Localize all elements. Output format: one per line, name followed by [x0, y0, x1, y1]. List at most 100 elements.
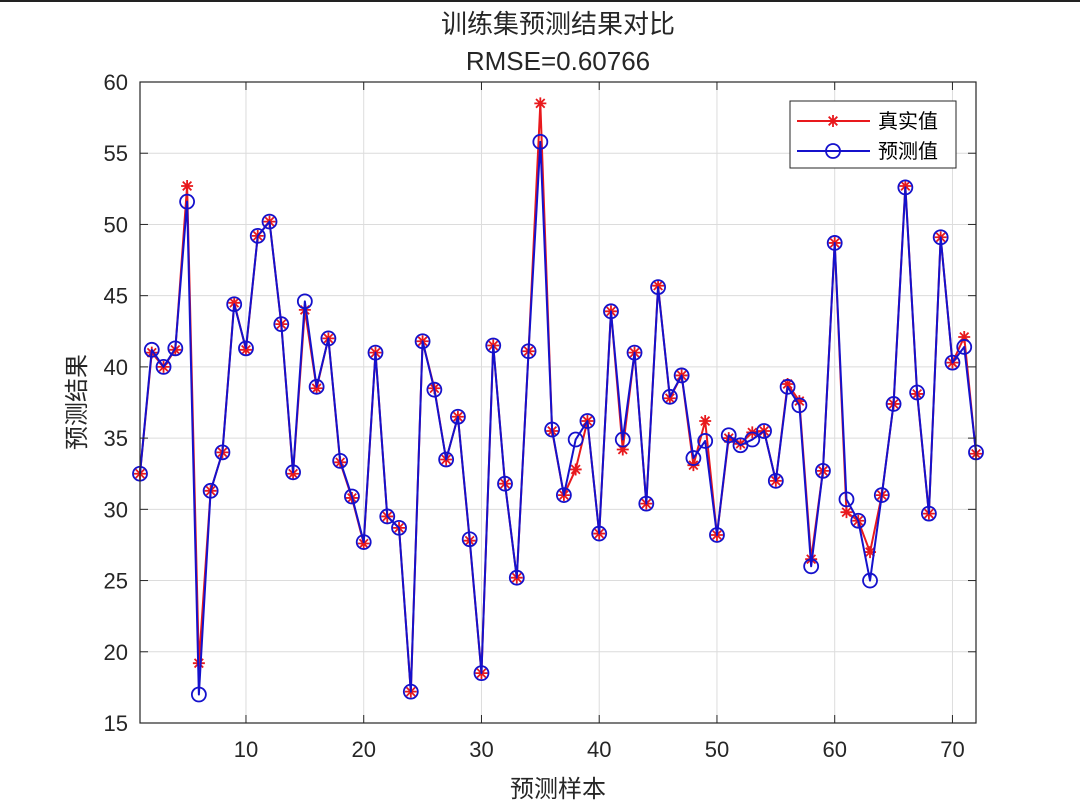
series-1 — [132, 133, 984, 703]
data-point-predicted-50 — [709, 527, 725, 543]
y-tick-label-0: 15 — [104, 711, 128, 736]
data-point-predicted-62 — [850, 512, 867, 529]
data-point-actual-10 — [239, 343, 252, 356]
data-point-predicted-3 — [155, 358, 172, 375]
y-tick-label-3: 30 — [104, 497, 128, 522]
data-point-predicted-31 — [485, 337, 502, 354]
data-point-predicted-27 — [438, 451, 455, 468]
data-point-predicted-44 — [638, 495, 655, 512]
data-point-predicted-60 — [826, 235, 843, 251]
data-point-predicted-21 — [367, 344, 384, 361]
data-point-actual-16 — [310, 382, 323, 395]
x-tick-label-0: 10 — [234, 737, 258, 762]
data-point-predicted-43 — [626, 344, 643, 361]
y-tick-label-2: 25 — [104, 569, 128, 594]
data-point-actual-63 — [864, 546, 877, 559]
data-point-predicted-41 — [603, 303, 619, 320]
data-point-predicted-70 — [944, 354, 961, 371]
y-tick-label-4: 35 — [104, 426, 128, 451]
data-point-predicted-47 — [673, 367, 690, 384]
x-tick-label-2: 30 — [469, 737, 493, 762]
x-tick-label-6: 70 — [940, 737, 964, 762]
data-point-actual-49 — [699, 415, 712, 428]
data-point-predicted-8 — [214, 444, 231, 461]
data-point-predicted-48 — [685, 450, 702, 466]
data-point-actual-14 — [287, 467, 300, 480]
data-point-predicted-34 — [520, 343, 537, 360]
data-point-predicted-5 — [179, 193, 195, 210]
data-point-predicted-23 — [391, 519, 407, 536]
data-point-actual-56 — [781, 377, 794, 390]
data-point-predicted-56 — [779, 378, 796, 395]
legend-circle-marker — [825, 143, 841, 159]
data-point-predicted-15 — [296, 293, 313, 310]
legend-marker-predicted — [825, 143, 841, 159]
data-point-predicted-9 — [226, 296, 243, 313]
data-point-predicted-49 — [697, 433, 714, 449]
data-point-predicted-68 — [921, 505, 937, 522]
data-point-actual-38 — [569, 463, 582, 476]
y-tick-label-8: 55 — [104, 141, 128, 166]
data-point-predicted-33 — [508, 569, 525, 586]
data-point-actual-5 — [181, 179, 194, 192]
data-point-predicted-13 — [273, 316, 290, 333]
data-point-predicted-20 — [355, 534, 372, 550]
legend-asterisk-marker — [827, 115, 839, 127]
data-point-predicted-26 — [426, 381, 443, 398]
data-point-predicted-37 — [555, 487, 572, 503]
data-point-predicted-57 — [791, 397, 808, 414]
y-tick-label-7: 50 — [104, 212, 128, 237]
data-point-predicted-42 — [614, 431, 631, 448]
legend-label-actual: 真实值 — [878, 109, 938, 133]
data-point-predicted-2 — [143, 341, 160, 358]
data-point-predicted-65 — [885, 396, 902, 412]
data-point-predicted-29 — [461, 531, 478, 548]
data-point-actual-46 — [663, 392, 676, 405]
data-point-predicted-35 — [532, 133, 549, 150]
series-line-1 — [139, 140, 977, 696]
data-point-predicted-18 — [332, 453, 349, 469]
legend-box — [789, 100, 957, 169]
y-tick-label-9: 60 — [104, 70, 128, 95]
x-tick-label-5: 60 — [822, 737, 846, 762]
chart-title: 训练集预测结果对比 — [441, 9, 675, 39]
data-point-predicted-16 — [308, 378, 325, 395]
x-tick-label-4: 50 — [705, 737, 729, 762]
data-point-actual-66 — [899, 179, 912, 192]
data-point-predicted-69 — [932, 229, 949, 246]
data-point-predicted-51 — [720, 427, 737, 444]
plot-area — [140, 82, 976, 723]
legend-marker-actual — [827, 115, 839, 127]
y-tick-label-6: 45 — [104, 284, 128, 309]
data-point-predicted-17 — [320, 330, 337, 347]
data-point-predicted-32 — [497, 475, 513, 492]
x-axis-label: 预测样本 — [510, 775, 606, 803]
data-point-predicted-39 — [579, 413, 596, 429]
data-point-predicted-53 — [744, 431, 761, 448]
data-point-predicted-55 — [767, 472, 784, 489]
data-point-predicted-28 — [450, 408, 466, 425]
ticks: 10 20 30 40 50 60 70 15 20 25 30 35 40 45 50 55 60 — [104, 70, 976, 762]
data-point-predicted-4 — [167, 340, 184, 357]
data-point-predicted-24 — [402, 683, 419, 700]
data-point-actual-45 — [652, 279, 665, 292]
data-point-predicted-67 — [909, 384, 926, 401]
data-point-predicted-45 — [650, 279, 666, 296]
data-point-predicted-54 — [756, 423, 772, 439]
data-point-actual-20 — [357, 537, 370, 550]
data-point-predicted-64 — [873, 487, 890, 503]
legend: 真实值 预测值 — [789, 100, 957, 169]
x-tick-label-1: 20 — [351, 737, 375, 762]
y-tick-label-1: 20 — [104, 640, 128, 665]
data-point-actual-42 — [616, 443, 629, 456]
data-point-predicted-14 — [285, 464, 301, 481]
data-point-predicted-58 — [803, 558, 820, 575]
data-point-actual-71 — [958, 330, 971, 343]
data-point-predicted-11 — [249, 227, 266, 244]
data-point-predicted-36 — [544, 421, 561, 438]
data-point-predicted-63 — [862, 572, 878, 589]
data-point-predicted-38 — [567, 431, 584, 448]
data-point-predicted-46 — [661, 388, 678, 405]
